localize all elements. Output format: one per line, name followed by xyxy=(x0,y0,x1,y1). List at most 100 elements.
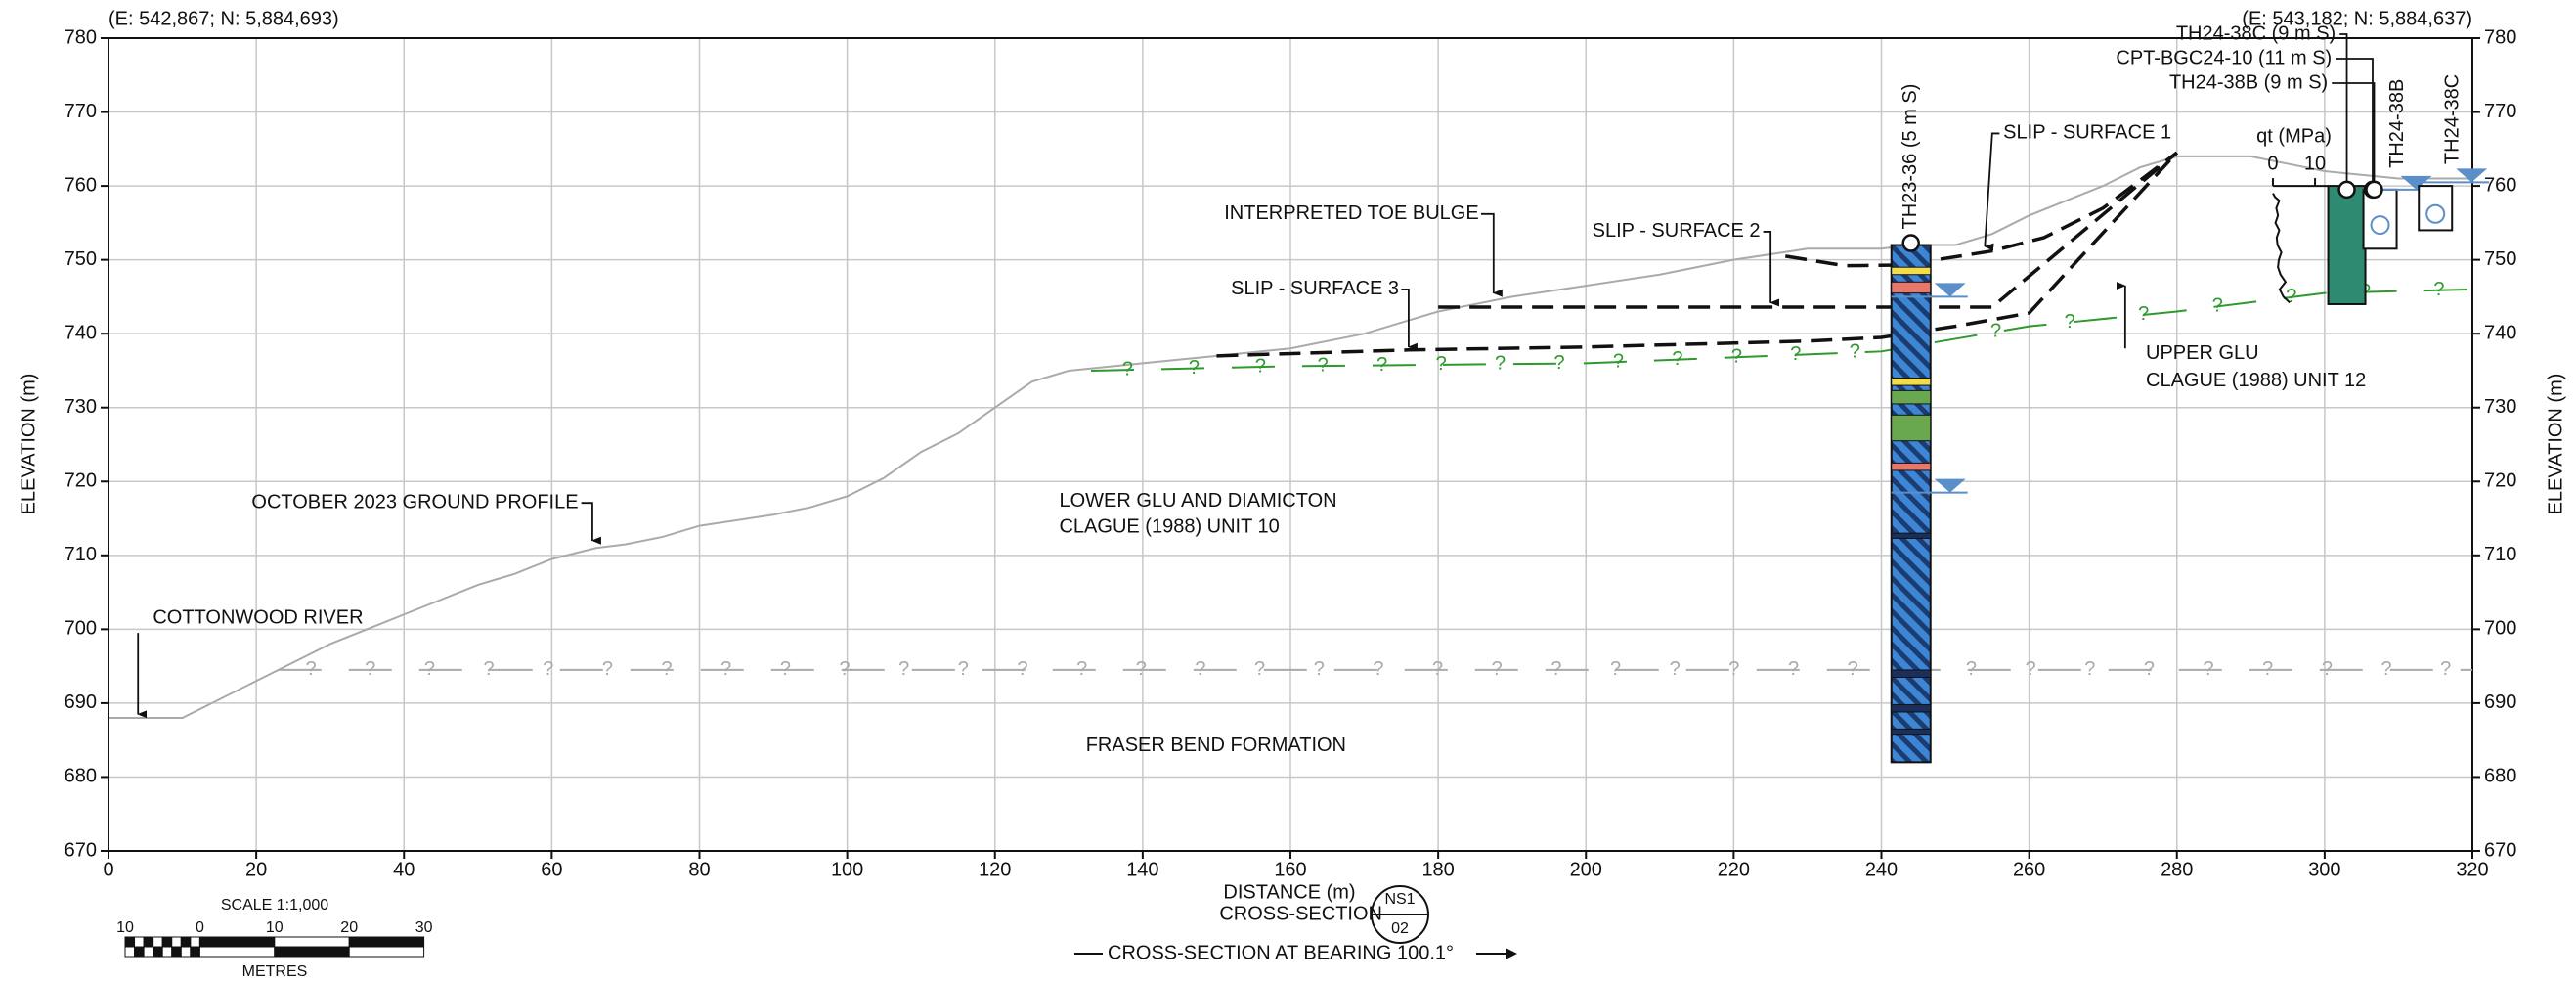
contact-marker: ? xyxy=(2286,286,2296,307)
annotation: COTTONWOOD RIVER xyxy=(153,606,363,628)
annotation: UPPER GLU xyxy=(2146,342,2259,364)
contact-line xyxy=(1090,288,2473,372)
contact-marker: ? xyxy=(1076,658,1087,680)
y2-tick-label: 760 xyxy=(2484,174,2516,196)
scale-tick-label: 10 xyxy=(266,919,284,936)
contact-marker: ? xyxy=(1376,354,1387,376)
cpt-tick-label: 0 xyxy=(2267,153,2278,174)
scale-cell xyxy=(124,946,136,958)
y-tick-label: 750 xyxy=(65,248,97,270)
y2-tick-label: 780 xyxy=(2484,26,2516,48)
scale-cell xyxy=(124,936,136,948)
cpt-tick-label: 10 xyxy=(2304,153,2326,174)
scale-cell xyxy=(190,936,200,948)
contact-marker: ? xyxy=(1731,346,1742,368)
borehole-callout: TH24-38C (9 m S) xyxy=(2176,22,2336,44)
contact-marker: ? xyxy=(1728,658,1739,680)
contact-marker: ? xyxy=(958,658,969,680)
cpt-axis-label: qt (MPa) xyxy=(2256,125,2332,147)
leader xyxy=(581,502,601,545)
contact-marker: ? xyxy=(720,658,731,680)
borehole-layer xyxy=(1891,389,1932,405)
y-tick-label: 670 xyxy=(65,839,97,861)
x-tick-label: 260 xyxy=(2013,859,2045,880)
borehole-label-short: TH24-38B xyxy=(2386,79,2408,168)
water-level xyxy=(2456,168,2488,183)
y2-tick-label: 730 xyxy=(2484,396,2516,418)
scale-cell xyxy=(274,946,350,958)
leader xyxy=(1401,288,1418,351)
scale-cell xyxy=(153,936,163,948)
contact-marker: ? xyxy=(898,658,909,680)
annotation: SLIP - SURFACE 2 xyxy=(1593,220,1761,242)
x-tick-label: 20 xyxy=(245,859,267,880)
y-tick-label: 760 xyxy=(65,174,97,196)
scale-cell xyxy=(161,946,173,958)
y2-tick-label: 770 xyxy=(2484,101,2516,122)
x-tick-label: 220 xyxy=(1718,859,1750,880)
contact-marker: ? xyxy=(1850,341,1860,363)
y-tick-label: 740 xyxy=(65,322,97,343)
y2-tick-label: 670 xyxy=(2484,839,2516,861)
y2-tick-label: 690 xyxy=(2484,691,2516,713)
x-tick-label: 320 xyxy=(2456,859,2488,880)
annotation: LOWER GLU AND DIAMICTON xyxy=(1059,490,1336,512)
borehole-layer xyxy=(1891,378,1932,386)
scale-cell xyxy=(134,936,145,948)
contact-marker: ? xyxy=(424,658,435,680)
contact-marker: ? xyxy=(1672,348,1682,370)
borehole-layer xyxy=(1891,266,1932,276)
scale-cell xyxy=(198,946,276,958)
ground-profile xyxy=(109,155,2472,720)
borehole-symbol xyxy=(1901,234,1920,252)
contact-marker: ? xyxy=(602,658,613,680)
borehole-layer xyxy=(1891,532,1932,539)
contact-marker: ? xyxy=(1255,355,1266,377)
scale-cell xyxy=(171,936,182,948)
borehole-symbol xyxy=(2365,180,2383,200)
x-axis-label: DISTANCE (m) xyxy=(1223,881,1355,903)
x-tick-label: 200 xyxy=(1570,859,1602,880)
contact-marker: ? xyxy=(1189,357,1200,379)
contact-marker: ? xyxy=(2026,658,2036,680)
annotation: OCTOBER 2023 GROUND PROFILE xyxy=(251,491,578,513)
contact-marker: ? xyxy=(543,658,553,680)
scale-cell xyxy=(143,936,154,948)
contact-marker: ? xyxy=(1613,350,1624,372)
section-sheet: 02 xyxy=(1391,920,1409,937)
y2-tick-label: 740 xyxy=(2484,322,2516,343)
borehole-layer xyxy=(1891,669,1932,678)
scale-cell xyxy=(143,946,154,958)
x-tick-label: 60 xyxy=(541,859,562,880)
annotation: CLAGUE (1988) UNIT 12 xyxy=(2146,370,2366,391)
contact-marker: ? xyxy=(1122,358,1133,379)
coord-right: (E: 543,182; N: 5,884,637) xyxy=(2242,8,2472,29)
annotation: INTERPRETED TOE BULGE xyxy=(1224,202,1478,224)
borehole-layer xyxy=(1891,703,1932,713)
y-tick-label: 700 xyxy=(65,618,97,640)
leader xyxy=(1763,231,1780,307)
contact-marker: ? xyxy=(1373,658,1383,680)
x-tick-label: 140 xyxy=(1126,859,1158,880)
scale-tick-label: 20 xyxy=(340,919,358,936)
borehole-label-short: TH24-38C xyxy=(2442,74,2464,164)
section-id: NS1 xyxy=(1384,891,1415,908)
scale-cell xyxy=(180,936,192,948)
y-tick-label: 720 xyxy=(65,470,97,492)
contact-marker: ? xyxy=(2144,658,2155,680)
contact-marker: ? xyxy=(1848,658,1858,680)
scale-cell xyxy=(180,946,192,958)
contact-marker: ? xyxy=(1436,353,1447,375)
contact-marker: ? xyxy=(365,658,375,680)
borehole-symbol xyxy=(2337,180,2356,200)
y-tick-label: 770 xyxy=(65,101,97,122)
annotation: SLIP - SURFACE 3 xyxy=(1231,278,1399,299)
y-axis-label: ELEVATION (m) xyxy=(18,374,39,515)
y2-tick-label: 710 xyxy=(2484,544,2516,565)
contact-marker: ? xyxy=(1492,658,1503,680)
scale-title: SCALE 1:1,000 xyxy=(221,897,328,914)
contact-marker: ? xyxy=(1254,658,1265,680)
section-label: CROSS-SECTION xyxy=(1219,903,1382,924)
borehole-label: TH23-36 (5 m S) xyxy=(1899,84,1921,230)
annotation: FRASER BEND FORMATION xyxy=(1086,735,1346,756)
